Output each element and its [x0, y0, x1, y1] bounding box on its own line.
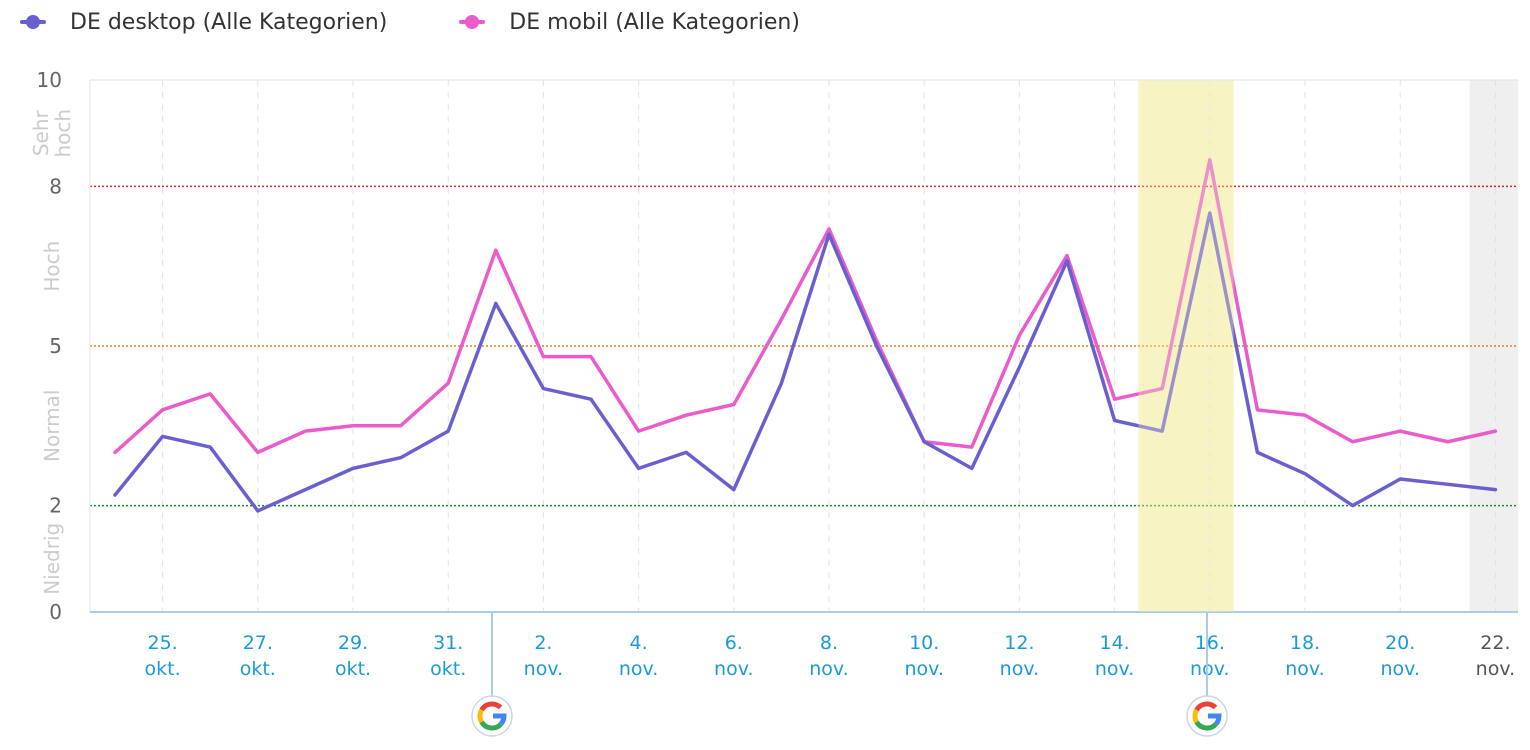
y-tick-label: 8: [49, 174, 62, 198]
x-tick-label-day: 14.: [1099, 632, 1129, 654]
band-label-word: Niedrig: [40, 523, 64, 595]
band-label-word: Sehr: [29, 109, 53, 156]
x-tick-label-month: nov.: [809, 658, 848, 680]
x-tick-label-month: nov.: [904, 658, 943, 680]
google-icon-stroke: [1194, 720, 1218, 731]
google-icon-stroke: [479, 720, 503, 731]
x-tick-label-month: nov.: [1095, 658, 1134, 680]
y-tick-label: 0: [49, 600, 62, 624]
legend-item-mobile[interactable]: DE mobil (Alle Kategorien): [457, 10, 800, 35]
google-icon-stroke: [493, 713, 507, 726]
legend-label-mobile: DE mobil (Alle Kategorien): [509, 9, 800, 35]
band-label-word: Normal: [40, 390, 64, 462]
band-label: Hoch: [40, 241, 64, 292]
x-tick-label-day: 20.: [1385, 632, 1415, 654]
chart-legend: DE desktop (Alle Kategorien) DE mobil (A…: [18, 4, 870, 40]
legend-item-desktop[interactable]: DE desktop (Alle Kategorien): [18, 10, 387, 35]
google-icon-stroke: [1194, 701, 1218, 712]
x-tick-label-month: nov.: [1285, 658, 1324, 680]
x-tick-label-day: 29.: [338, 632, 368, 654]
legend-label-desktop: DE desktop (Alle Kategorien): [70, 9, 388, 35]
x-tick-label-day: 8.: [820, 632, 838, 654]
band-label: Niedrig: [40, 523, 64, 595]
google-icon: [1186, 695, 1228, 737]
x-tick-label-month: nov.: [714, 658, 753, 680]
x-tick-label-month: nov.: [619, 658, 658, 680]
x-tick-label-month: nov.: [1476, 658, 1515, 680]
x-tick-label-day: 12.: [1004, 632, 1034, 654]
y-tick-label: 2: [49, 494, 62, 518]
legend-swatch-desktop: [18, 15, 48, 29]
highlight-overlay: [1138, 80, 1234, 612]
x-tick-label-day: 4.: [630, 632, 648, 654]
google-icon-stroke: [1192, 708, 1199, 724]
band-label-word: hoch: [51, 109, 75, 158]
x-tick-label-month: okt.: [240, 658, 276, 680]
y-tick-label: 5: [49, 334, 62, 358]
google-icon-stroke: [1208, 713, 1222, 726]
legend-swatch-mobile: [457, 15, 487, 29]
x-tick-label-day: 16.: [1195, 632, 1225, 654]
x-tick-label-day: 10.: [909, 632, 939, 654]
google-icon-stroke: [477, 708, 484, 724]
x-tick-label-month: nov.: [1380, 658, 1419, 680]
x-tick-label-day: 25.: [147, 632, 177, 654]
band-label-word: Hoch: [40, 241, 64, 292]
y-tick-label: 10: [37, 68, 62, 92]
x-tick-label-day: 6.: [725, 632, 743, 654]
series-line-mobile: [113, 158, 1498, 455]
x-tick-label-day: 2.: [534, 632, 552, 654]
x-tick-label-month: nov.: [524, 658, 563, 680]
x-tick-label-month: okt.: [335, 658, 371, 680]
google-icon-stroke: [479, 701, 503, 712]
x-tick-label-month: nov.: [1000, 658, 1039, 680]
band-label: Normal: [40, 390, 64, 462]
x-tick-label-day: 18.: [1290, 632, 1320, 654]
incomplete-data-band: [1469, 80, 1518, 612]
series-line-desktop: [113, 211, 1498, 513]
x-tick-label-day: 31.: [433, 632, 463, 654]
x-tick-label-month: okt.: [145, 658, 181, 680]
google-icon: [471, 695, 513, 737]
x-tick-label-month: nov.: [1190, 658, 1229, 680]
x-tick-label-day: 27.: [243, 632, 273, 654]
x-tick-label-month: okt.: [430, 658, 466, 680]
x-tick-label-day: 22.: [1480, 632, 1510, 654]
